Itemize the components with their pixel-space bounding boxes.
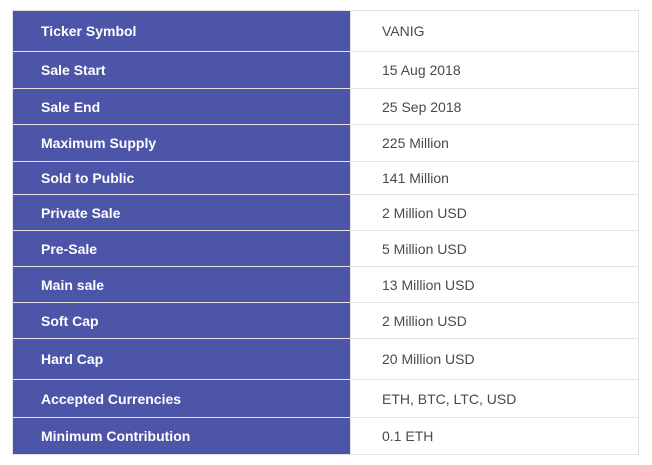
table-row: Sale End 25 Sep 2018 (12, 88, 639, 125)
row-label: Soft Cap (12, 302, 351, 339)
row-value: 2 Million USD (350, 302, 639, 339)
row-label: Maximum Supply (12, 124, 351, 162)
row-label: Private Sale (12, 194, 351, 231)
table-row: Maximum Supply 225 Million (12, 124, 639, 162)
table-row: Minimum Contribution 0.1 ETH (12, 417, 639, 455)
row-value: VANIG (350, 10, 639, 52)
row-value: 0.1 ETH (350, 417, 639, 455)
token-info-table: Ticker Symbol VANIG Sale Start 15 Aug 20… (12, 10, 639, 455)
row-label: Minimum Contribution (12, 417, 351, 455)
row-value: 5 Million USD (350, 230, 639, 267)
row-value: 20 Million USD (350, 338, 639, 380)
row-value: 25 Sep 2018 (350, 88, 639, 125)
row-value: 13 Million USD (350, 266, 639, 303)
table-row: Sold to Public 141 Million (12, 161, 639, 195)
table-row: Sale Start 15 Aug 2018 (12, 51, 639, 89)
row-label: Ticker Symbol (12, 10, 351, 52)
row-label: Hard Cap (12, 338, 351, 380)
row-label: Main sale (12, 266, 351, 303)
table-row: Soft Cap 2 Million USD (12, 302, 639, 339)
table-row: Hard Cap 20 Million USD (12, 338, 639, 380)
table-row: Pre-Sale 5 Million USD (12, 230, 639, 267)
row-value: ETH, BTC, LTC, USD (350, 379, 639, 418)
table-row: Accepted Currencies ETH, BTC, LTC, USD (12, 379, 639, 418)
row-value: 225 Million (350, 124, 639, 162)
row-value: 15 Aug 2018 (350, 51, 639, 89)
row-label: Sale Start (12, 51, 351, 89)
row-label: Sale End (12, 88, 351, 125)
row-label: Pre-Sale (12, 230, 351, 267)
table-row: Private Sale 2 Million USD (12, 194, 639, 231)
row-value: 2 Million USD (350, 194, 639, 231)
row-label: Sold to Public (12, 161, 351, 195)
row-label: Accepted Currencies (12, 379, 351, 418)
row-value: 141 Million (350, 161, 639, 195)
table-row: Ticker Symbol VANIG (12, 10, 639, 52)
table-row: Main sale 13 Million USD (12, 266, 639, 303)
